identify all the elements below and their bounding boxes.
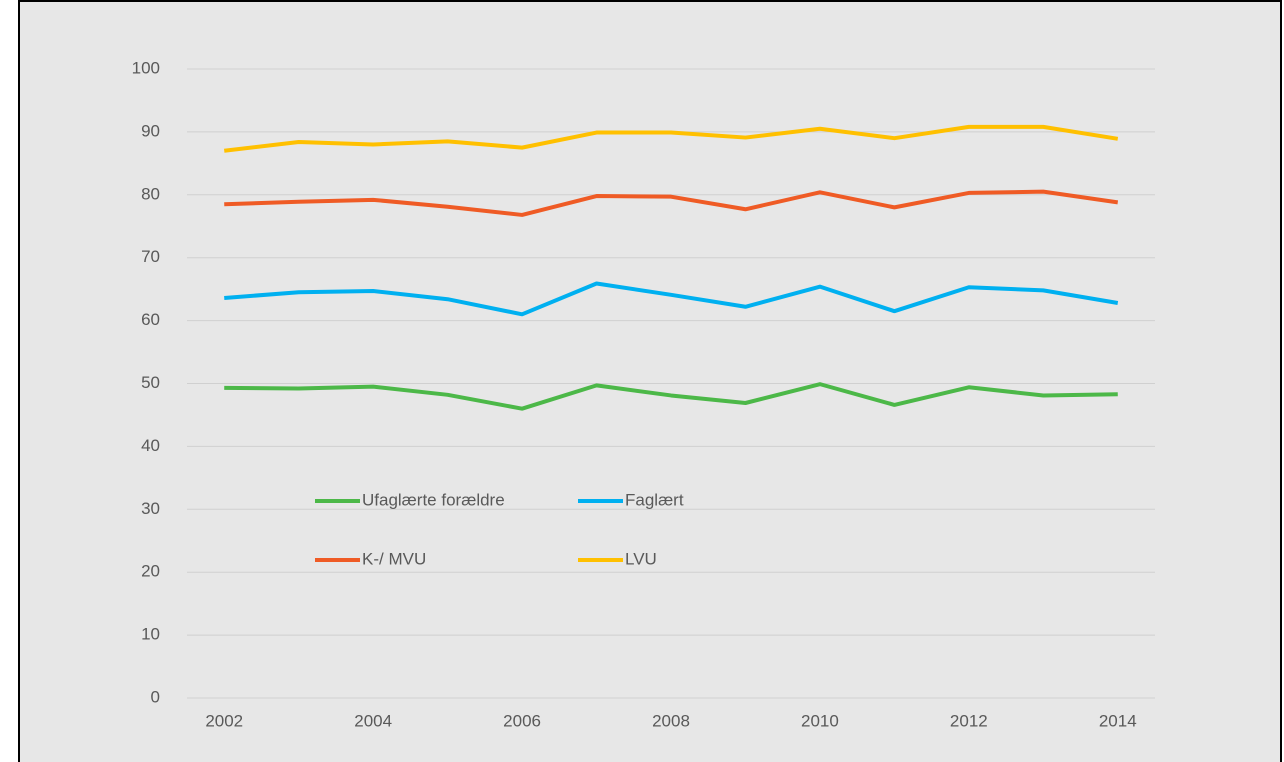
x-tick-label: 2012 xyxy=(950,711,988,730)
series-line xyxy=(223,124,1119,153)
legend-label: Faglært xyxy=(625,490,684,509)
y-tick-label: 0 xyxy=(151,687,160,706)
series-line xyxy=(224,382,1118,411)
y-tick-label: 100 xyxy=(132,58,160,77)
y-tick-label: 70 xyxy=(141,247,160,266)
y-tick-label: 10 xyxy=(141,625,160,644)
chart-background xyxy=(18,0,1282,762)
y-tick-label: 80 xyxy=(141,184,160,203)
y-tick-label: 30 xyxy=(141,499,160,518)
legend-label: Ufaglærte forældre xyxy=(362,490,505,509)
x-tick-label: 2004 xyxy=(354,711,392,730)
x-tick-label: 2014 xyxy=(1099,711,1137,730)
x-tick-label: 2008 xyxy=(652,711,690,730)
y-tick-label: 50 xyxy=(141,373,160,392)
series-line xyxy=(224,189,1119,217)
x-tick-label: 2010 xyxy=(801,711,839,730)
y-tick-label: 90 xyxy=(141,121,160,140)
y-tick-label: 20 xyxy=(141,562,160,581)
legend-label: K-/ MVU xyxy=(362,549,426,568)
y-tick-label: 40 xyxy=(141,436,160,455)
series-line xyxy=(224,281,1119,317)
x-tick-label: 2002 xyxy=(205,711,243,730)
y-tick-label: 60 xyxy=(141,310,160,329)
legend-label: LVU xyxy=(625,549,657,568)
x-tick-label: 2006 xyxy=(503,711,541,730)
